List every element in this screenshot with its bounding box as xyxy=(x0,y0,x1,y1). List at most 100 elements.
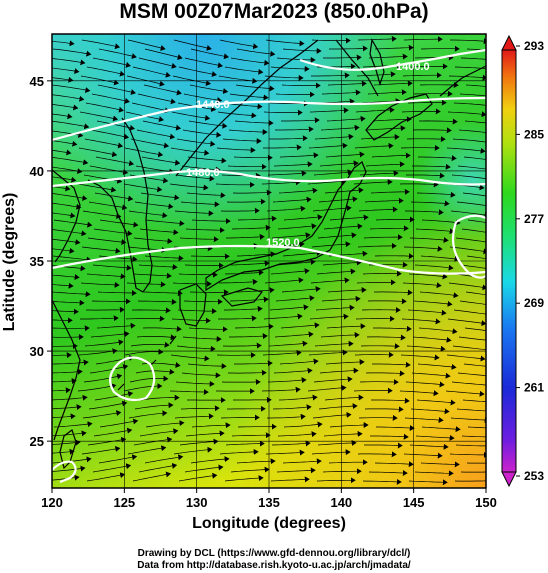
streamline xyxy=(170,354,210,362)
streamline xyxy=(216,147,256,154)
streamline xyxy=(412,336,452,343)
streamline xyxy=(277,223,317,230)
streamline xyxy=(450,210,486,218)
streamline xyxy=(463,363,486,367)
streamline xyxy=(145,219,185,227)
colorbar: 293 285 277 269 261 253 xyxy=(501,34,544,488)
streamline xyxy=(169,389,209,396)
streamline xyxy=(281,286,321,293)
streamline xyxy=(138,264,178,271)
streamline xyxy=(458,129,486,133)
streamline xyxy=(359,170,399,177)
streamline xyxy=(371,152,411,159)
streamline xyxy=(276,467,316,474)
streamline xyxy=(137,93,176,105)
contour-sw xyxy=(52,460,77,484)
contour-label: 1480.0 xyxy=(186,167,220,179)
coast-korea xyxy=(87,117,153,293)
streamline xyxy=(366,334,406,341)
streamline xyxy=(131,102,170,114)
streamline xyxy=(321,295,361,302)
streamline xyxy=(279,358,319,365)
streamline xyxy=(52,212,76,219)
streamline xyxy=(52,84,91,94)
streamline xyxy=(227,163,267,170)
streamline xyxy=(407,309,447,316)
streamline xyxy=(81,445,121,455)
streamline xyxy=(329,214,369,221)
streamline xyxy=(375,216,415,223)
streamline xyxy=(275,126,314,133)
streamline xyxy=(52,140,78,147)
streamline xyxy=(365,161,405,168)
streamline xyxy=(267,170,307,177)
streamline xyxy=(376,425,415,432)
streamline xyxy=(126,75,165,87)
streamline xyxy=(313,169,353,176)
x-axis: 120 125 130 135 140 145 150 xyxy=(41,488,497,510)
map-title: MSM 00Z07Mar2023 (850.0hPa) xyxy=(119,0,429,23)
streamline xyxy=(80,315,119,322)
streamline xyxy=(224,66,264,75)
streamline xyxy=(222,138,262,145)
streamline xyxy=(320,124,360,131)
streamline xyxy=(408,63,448,70)
streamline xyxy=(185,227,225,234)
streamline xyxy=(272,404,312,411)
streamline xyxy=(269,304,309,311)
streamline xyxy=(181,165,221,173)
streamline xyxy=(409,237,449,244)
streamline xyxy=(372,116,412,123)
streamline xyxy=(52,387,71,394)
streamline xyxy=(402,282,442,289)
streamline xyxy=(52,282,74,289)
streamline xyxy=(52,448,75,455)
streamline xyxy=(226,198,266,205)
streamline xyxy=(268,340,308,347)
streamline xyxy=(370,433,409,440)
streamline xyxy=(176,345,216,352)
streamline xyxy=(457,372,486,377)
credit-data: Data from http://database.rish.kyoto-u.a… xyxy=(137,560,411,571)
streamline xyxy=(323,54,362,61)
streamline xyxy=(316,268,356,275)
streamline xyxy=(283,214,323,221)
contour-1520 xyxy=(52,244,486,275)
streamline xyxy=(360,133,400,140)
streamline xyxy=(282,458,322,465)
streamline xyxy=(85,102,124,113)
streamline xyxy=(184,464,224,473)
streamline xyxy=(231,224,271,231)
streamline xyxy=(445,390,485,397)
streamline xyxy=(402,72,442,79)
streamline xyxy=(89,364,129,374)
streamline xyxy=(88,400,128,410)
streamline xyxy=(96,322,136,329)
streamline xyxy=(322,468,362,475)
streamline xyxy=(329,422,369,428)
streamline xyxy=(173,39,212,51)
streamline xyxy=(52,67,80,74)
streamline xyxy=(353,387,393,394)
streamline xyxy=(99,418,139,428)
streamline xyxy=(83,373,123,383)
streamline xyxy=(133,237,173,245)
streamline xyxy=(143,290,183,297)
streamline xyxy=(143,84,182,96)
streamline xyxy=(230,466,270,473)
streamline xyxy=(450,38,486,45)
streamline xyxy=(410,200,450,207)
streamline xyxy=(273,367,313,374)
streamline xyxy=(276,258,316,266)
streamline xyxy=(421,426,461,433)
streamline xyxy=(135,368,175,375)
streamline xyxy=(217,111,257,119)
streamline xyxy=(356,71,396,78)
streamline xyxy=(356,279,396,286)
streamline xyxy=(400,354,440,361)
streamline xyxy=(187,156,227,164)
streamline xyxy=(84,339,124,347)
streamline xyxy=(236,48,276,57)
streamline xyxy=(269,135,308,142)
streamline xyxy=(191,422,231,429)
